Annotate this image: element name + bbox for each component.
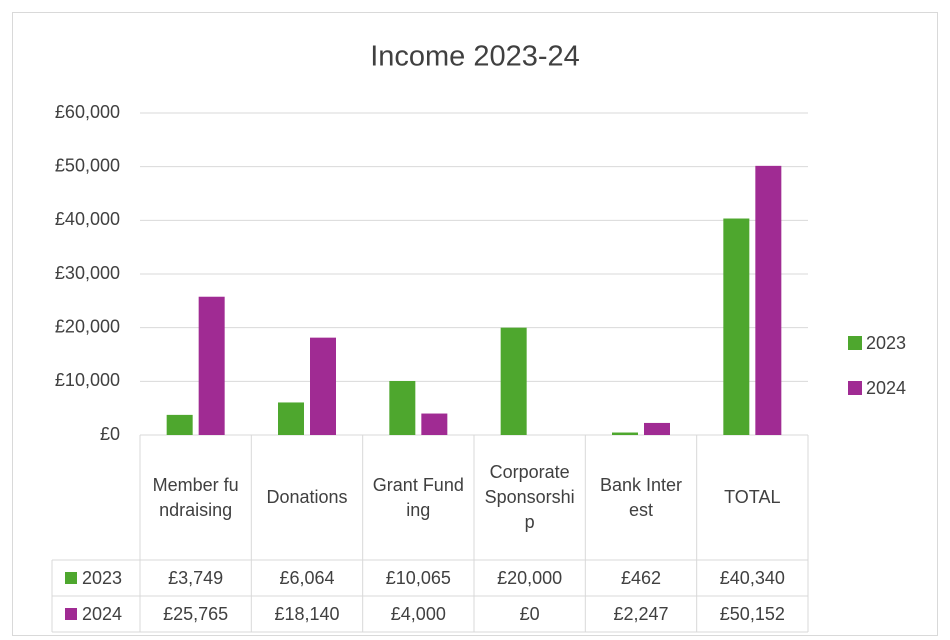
data-label: £0 — [519, 603, 540, 624]
y-tick-label: £30,000 — [55, 263, 120, 283]
data-label: £50,152 — [719, 603, 785, 624]
data-label: £462 — [620, 567, 662, 588]
bar — [612, 432, 638, 435]
y-tick-label: £10,000 — [55, 370, 120, 390]
legend-key — [848, 336, 862, 350]
y-tick-label: £50,000 — [55, 155, 120, 175]
data-label: £3,749 — [168, 567, 224, 588]
bar — [500, 327, 527, 435]
data-label: £2,247 — [613, 603, 669, 624]
data-label: £18,140 — [274, 603, 340, 624]
x-tick-label: Corporate Sponsorship — [484, 462, 575, 532]
legend-key — [65, 572, 77, 584]
x-tick-label: Donations — [266, 487, 348, 507]
y-tick-label: £0 — [100, 424, 120, 444]
data-label: £25,765 — [163, 603, 229, 624]
x-tick-label: Grant Funding — [372, 474, 464, 520]
legend-key — [848, 381, 862, 395]
y-tick-label: £40,000 — [55, 209, 120, 229]
table-row-label: 2024 — [82, 604, 122, 624]
bar — [198, 296, 225, 435]
chart-frame — [12, 12, 938, 636]
bar — [723, 218, 750, 435]
bar — [166, 414, 193, 435]
y-tick-label: £60,000 — [55, 102, 120, 122]
bar — [389, 380, 416, 435]
x-tick-label: Bank Interest — [599, 474, 683, 520]
bar — [278, 402, 304, 435]
data-label: £40,340 — [719, 567, 785, 588]
legend-key — [65, 608, 77, 620]
bar — [644, 422, 670, 435]
data-label: £10,065 — [385, 567, 451, 588]
bar — [755, 165, 782, 435]
x-tick-label: Member fundraising — [152, 474, 239, 520]
chart-title: Income 2023-24 — [370, 41, 580, 73]
legend-label: 2023 — [866, 333, 906, 353]
data-label: £4,000 — [390, 603, 446, 624]
data-label: £6,064 — [279, 567, 335, 588]
legend-label: 2024 — [866, 378, 906, 398]
data-label: £20,000 — [497, 567, 563, 588]
x-tick-label: TOTAL — [724, 487, 781, 507]
bar — [421, 413, 448, 435]
y-tick-label: £20,000 — [55, 316, 120, 336]
table-row-label: 2023 — [82, 568, 122, 588]
bar — [310, 337, 336, 435]
